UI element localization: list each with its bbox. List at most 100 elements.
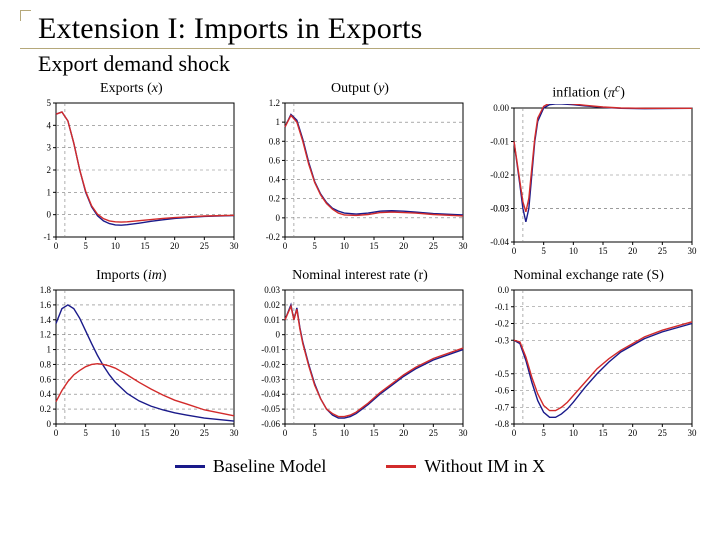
chart-exchange: 051015202530-0.8-0.7-0.6-0.50.4-0.3-0.2-… [480, 286, 698, 446]
svg-text:-0.6: -0.6 [494, 385, 509, 395]
panel-exchange: Nominal exchange rate (S)051015202530-0.… [477, 268, 700, 451]
svg-text:-0.3: -0.3 [494, 335, 509, 345]
svg-text:10: 10 [568, 428, 578, 438]
chart-output: 051015202530-0.200.20.40.60.811.2 [251, 99, 469, 259]
svg-text:1.2: 1.2 [40, 329, 51, 339]
svg-text:25: 25 [429, 428, 439, 438]
svg-text:20: 20 [170, 241, 180, 251]
svg-text:20: 20 [170, 428, 180, 438]
svg-text:25: 25 [429, 241, 439, 251]
svg-text:-0.02: -0.02 [261, 359, 280, 369]
svg-text:0: 0 [275, 213, 280, 223]
svg-text:0: 0 [47, 419, 52, 429]
panel-inflation: inflation (πc)051015202530-0.04-0.030.03… [477, 81, 700, 264]
svg-text:5: 5 [47, 99, 52, 108]
svg-text:15: 15 [141, 241, 151, 251]
svg-text:5: 5 [541, 428, 546, 438]
svg-text:1.2: 1.2 [269, 99, 280, 108]
svg-text:0.2: 0.2 [269, 194, 280, 204]
panel-exports: Exports (x)051015202530-1012345 [20, 81, 243, 264]
svg-text:30: 30 [230, 241, 240, 251]
legend-without-label: Without IM in X [424, 456, 545, 477]
svg-text:5: 5 [84, 241, 89, 251]
svg-text:0.03: 0.03 [493, 203, 509, 213]
svg-text:4: 4 [47, 120, 52, 130]
svg-text:5: 5 [84, 428, 89, 438]
slide: Extension I: Imports in Exports Export d… [0, 0, 720, 540]
svg-text:15: 15 [598, 246, 608, 256]
svg-text:25: 25 [200, 428, 210, 438]
svg-text:1.6: 1.6 [40, 300, 52, 310]
svg-text:30: 30 [687, 428, 697, 438]
corner-ornament [20, 10, 31, 21]
svg-text:-0.7: -0.7 [494, 402, 509, 412]
legend: Baseline Model Without IM in X [20, 456, 700, 477]
chart-exports: 051015202530-1012345 [22, 99, 240, 259]
svg-text:-0.2: -0.2 [494, 318, 508, 328]
svg-text:2: 2 [47, 165, 52, 175]
svg-text:0.02: 0.02 [264, 300, 280, 310]
panel-title-output: Output (y) [331, 81, 389, 97]
svg-text:-0.01: -0.01 [490, 136, 509, 146]
svg-text:-0.01: -0.01 [261, 344, 280, 354]
svg-text:0.01: 0.01 [264, 314, 280, 324]
panel-title-exchange: Nominal exchange rate (S) [513, 268, 663, 284]
svg-text:-0.02: -0.02 [490, 170, 509, 180]
chart-rate: 051015202530-0.06-0.05-0.04-0.03-0.02-0.… [251, 286, 469, 446]
panel-title-exports: Exports (x) [100, 81, 163, 97]
svg-text:0.4: 0.4 [40, 389, 52, 399]
svg-text:20: 20 [628, 428, 638, 438]
chart-grid: Exports (x)051015202530-1012345Output (y… [20, 81, 700, 450]
svg-text:25: 25 [657, 428, 667, 438]
svg-text:10: 10 [340, 428, 350, 438]
svg-text:-1: -1 [44, 232, 52, 242]
chart-imports: 05101520253000.20.40.60.811.21.41.61.8 [22, 286, 240, 446]
svg-text:0: 0 [275, 329, 280, 339]
chart-inflation: 051015202530-0.04-0.030.03-0.02-0.010.01… [480, 104, 698, 264]
svg-text:-0.04: -0.04 [490, 237, 509, 247]
svg-text:10: 10 [340, 241, 350, 251]
panel-title-rate: Nominal interest rate (r) [292, 268, 428, 284]
svg-text:25: 25 [200, 241, 210, 251]
svg-text:20: 20 [399, 428, 409, 438]
svg-text:1.4: 1.4 [40, 314, 52, 324]
svg-text:30: 30 [458, 428, 468, 438]
svg-text:10: 10 [111, 428, 121, 438]
legend-swatch-without [386, 465, 416, 468]
svg-text:0: 0 [47, 210, 52, 220]
svg-text:30: 30 [458, 241, 468, 251]
svg-text:0.8: 0.8 [40, 359, 52, 369]
svg-text:-0.8: -0.8 [494, 419, 509, 429]
svg-text:0: 0 [283, 241, 288, 251]
slide-subtitle: Export demand shock [38, 51, 700, 77]
legend-without: Without IM in X [386, 456, 545, 477]
svg-text:-0.2: -0.2 [266, 232, 280, 242]
svg-text:15: 15 [369, 241, 379, 251]
svg-text:-0.04: -0.04 [261, 389, 280, 399]
svg-text:1.8: 1.8 [40, 286, 52, 295]
svg-text:0: 0 [54, 428, 59, 438]
legend-baseline-label: Baseline Model [213, 456, 326, 477]
svg-text:-0.1: -0.1 [494, 301, 508, 311]
svg-text:30: 30 [230, 428, 240, 438]
svg-text:5: 5 [312, 241, 317, 251]
svg-text:3: 3 [47, 143, 52, 153]
svg-text:5: 5 [541, 246, 546, 256]
panel-output: Output (y)051015202530-0.200.20.40.60.81… [249, 81, 472, 264]
svg-text:0: 0 [511, 246, 516, 256]
svg-text:10: 10 [111, 241, 121, 251]
svg-text:30: 30 [687, 246, 697, 256]
svg-text:0.6: 0.6 [269, 155, 281, 165]
svg-text:15: 15 [141, 428, 151, 438]
svg-text:0.0: 0.0 [497, 286, 509, 295]
svg-text:-0.05: -0.05 [261, 404, 280, 414]
panel-title-inflation: inflation (πc) [552, 81, 624, 102]
svg-text:1: 1 [275, 117, 280, 127]
slide-title: Extension I: Imports in Exports [20, 8, 700, 49]
svg-text:20: 20 [399, 241, 409, 251]
svg-text:1: 1 [47, 187, 52, 197]
svg-text:0: 0 [511, 428, 516, 438]
svg-text:0: 0 [54, 241, 59, 251]
svg-text:-0.06: -0.06 [261, 419, 280, 429]
legend-baseline: Baseline Model [175, 456, 326, 477]
